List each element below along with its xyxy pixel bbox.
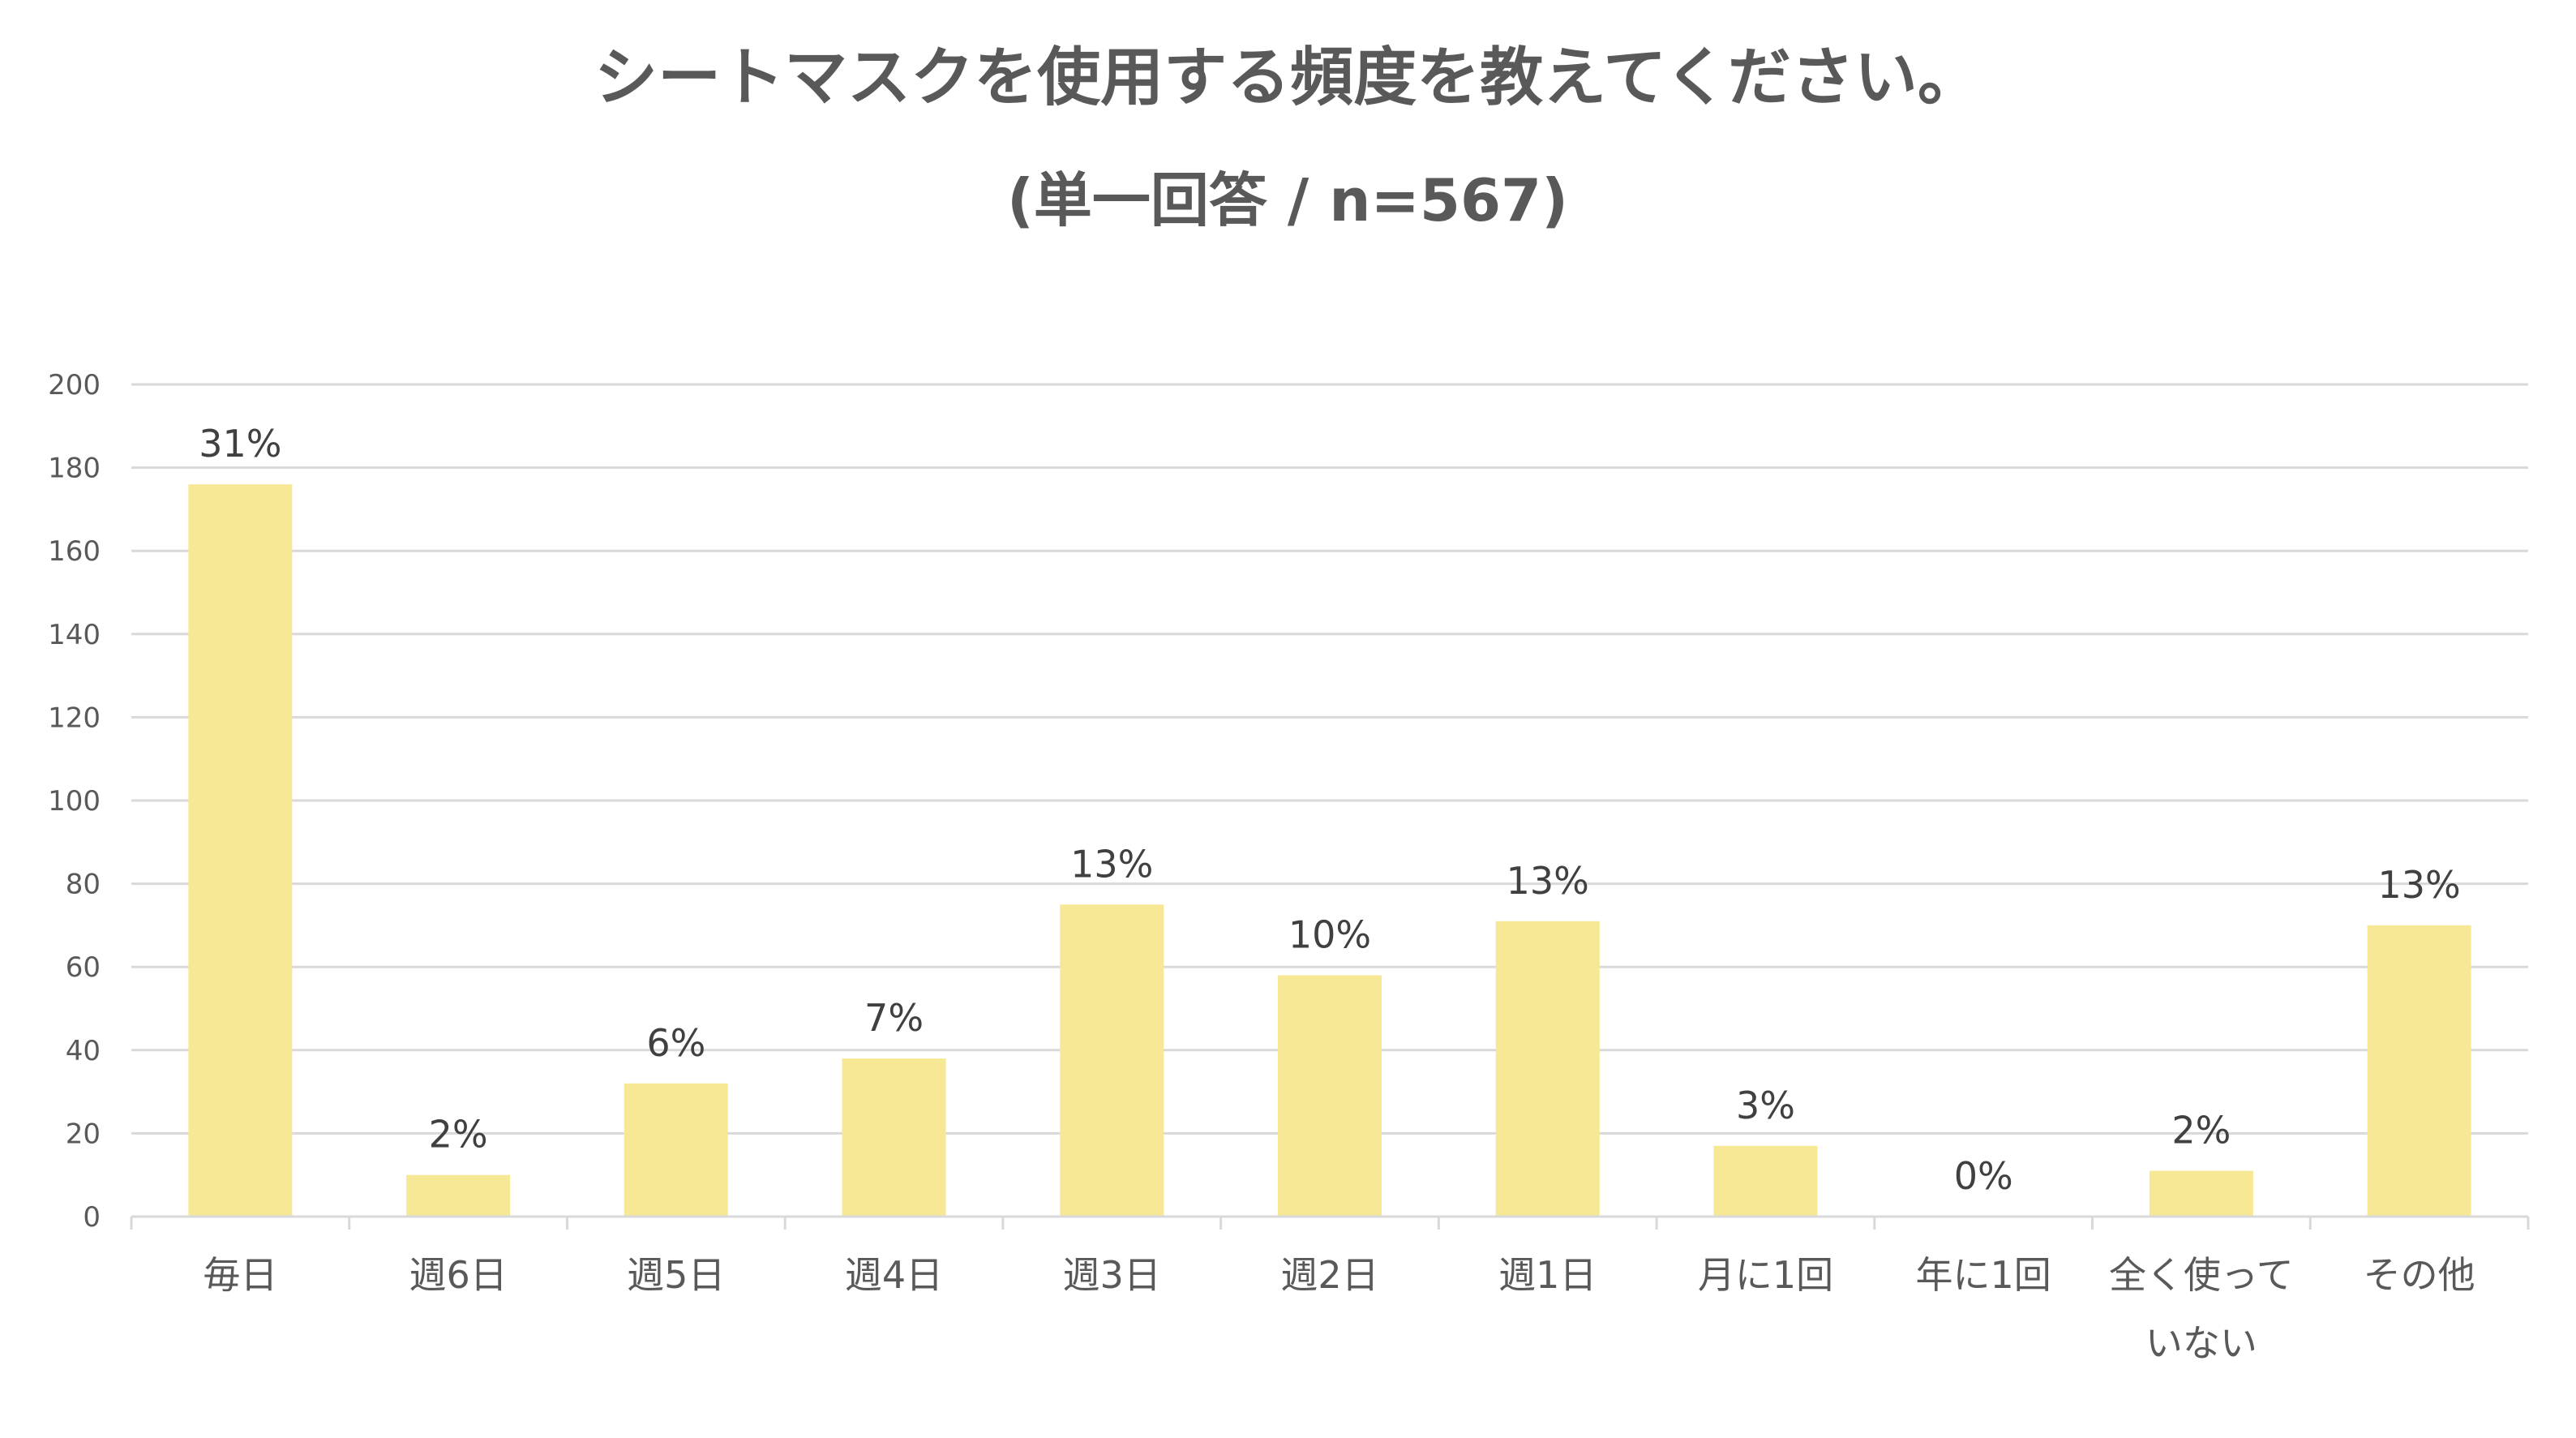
x-tick-label: いない [2145, 1321, 2257, 1365]
x-tick-label: 週3日 [1063, 1253, 1161, 1297]
data-label: 13% [2378, 863, 2461, 907]
bar [188, 484, 293, 1217]
y-tick-label: 160 [48, 535, 101, 568]
chart-title: シートマスクを使用する頻度を教えてください。 [594, 41, 1981, 114]
bar [1278, 975, 1382, 1217]
x-tick-label: 週2日 [1280, 1253, 1378, 1297]
bar [1060, 904, 1164, 1217]
data-label: 3% [1736, 1084, 1795, 1127]
data-label: 2% [429, 1113, 488, 1157]
y-axis-ticks: 0 20 40 60 80 100 120 140 160 180 200 [48, 369, 101, 1234]
x-tick-label: 年に1回 [1916, 1253, 2051, 1297]
data-label: 13% [1507, 859, 1589, 903]
chart-subtitle: (単一回答 / n=567) [1007, 166, 1568, 234]
data-label: 0% [1954, 1154, 2013, 1198]
data-labels: 31% 2% 6% 7% 13% 10% 13% 3% 0% 2% 13% [199, 422, 2461, 1198]
bar [2149, 1170, 2253, 1217]
bar [842, 1058, 946, 1217]
data-label: 10% [1288, 912, 1371, 956]
x-tick-label: 全く使って [2109, 1253, 2294, 1297]
y-tick-label: 200 [48, 369, 101, 401]
bars [188, 484, 2471, 1217]
x-tick-label: 週4日 [845, 1253, 943, 1297]
bar [1713, 1145, 1818, 1217]
x-tick-label: その他 [2364, 1253, 2475, 1297]
x-axis [130, 1215, 2530, 1230]
bar [624, 1083, 728, 1217]
data-label: 7% [864, 996, 924, 1040]
y-tick-label: 100 [48, 785, 101, 818]
data-label: 2% [2171, 1109, 2231, 1153]
x-tick-label: 月に1回 [1698, 1253, 1833, 1297]
y-tick-label: 20 [66, 1118, 101, 1150]
x-tick-label: 週5日 [627, 1253, 725, 1297]
y-tick-label: 60 [66, 951, 101, 984]
data-label: 13% [1070, 842, 1153, 886]
y-tick-label: 40 [66, 1035, 101, 1067]
gridlines [131, 383, 2528, 1135]
y-tick-label: 0 [83, 1201, 101, 1234]
data-label: 6% [646, 1021, 705, 1065]
x-tick-label: 毎日 [203, 1253, 277, 1297]
y-tick-label: 120 [48, 702, 101, 734]
bar [2367, 925, 2471, 1217]
data-label: 31% [199, 422, 281, 466]
x-tick-label: 週1日 [1498, 1253, 1597, 1297]
x-tick-label: 週6日 [409, 1253, 507, 1297]
bar [1495, 921, 1600, 1217]
y-tick-label: 140 [48, 619, 101, 651]
y-tick-label: 80 [66, 869, 101, 901]
y-tick-label: 180 [48, 453, 101, 485]
bar [406, 1174, 511, 1217]
